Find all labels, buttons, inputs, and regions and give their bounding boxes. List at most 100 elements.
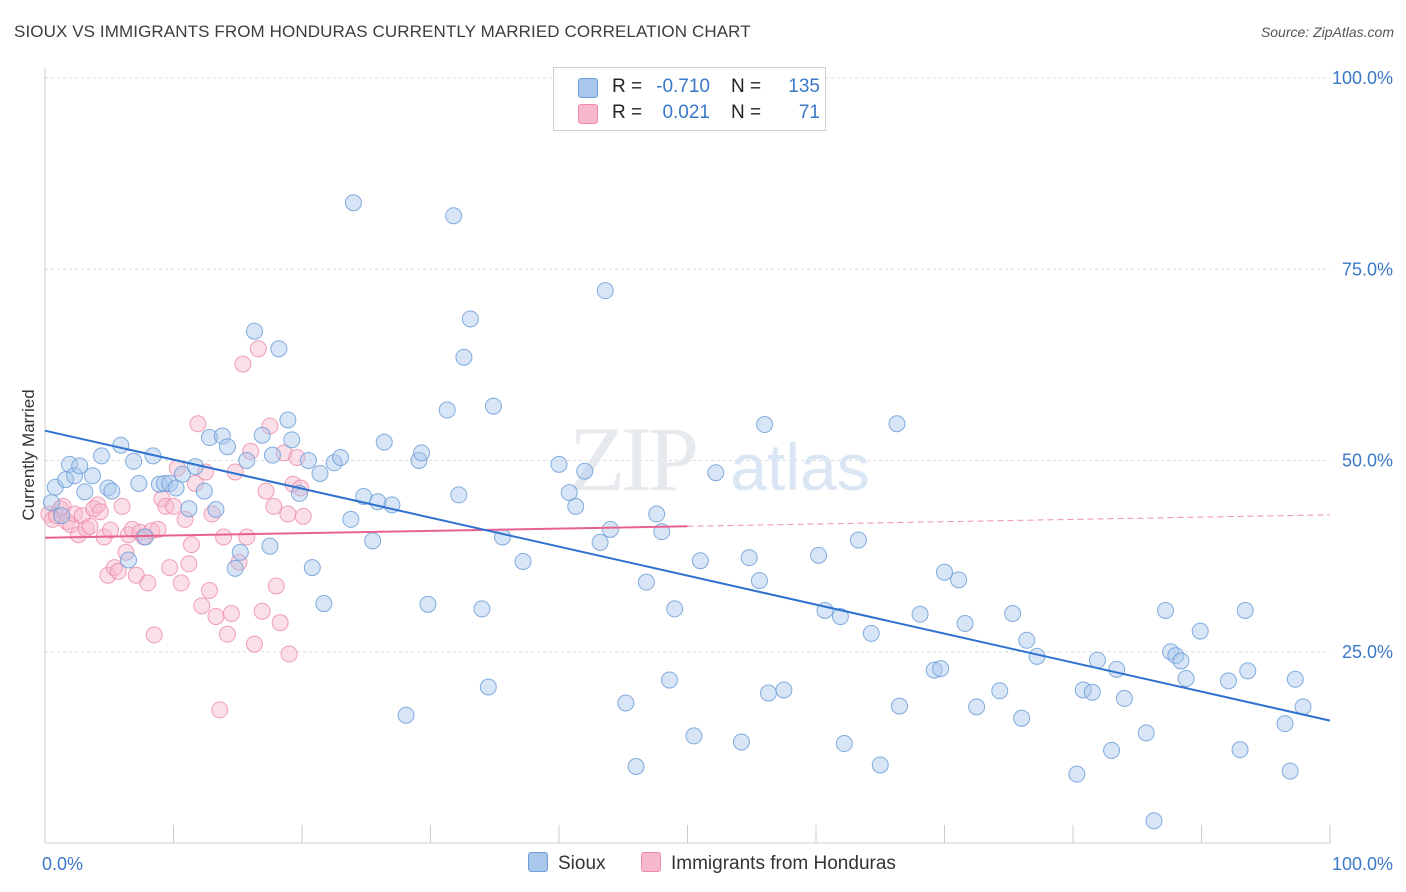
stats-legend: R = -0.710 N = 135 R = 0.021 N = 71: [553, 67, 826, 131]
sioux-point: [911, 605, 929, 623]
sioux-point: [303, 559, 321, 577]
honduras-point: [257, 482, 275, 500]
honduras-trendline-extension: [687, 514, 1331, 527]
sioux-point: [1239, 662, 1257, 680]
n-value: 135: [788, 76, 820, 97]
sioux-point: [1068, 765, 1086, 783]
sioux-point: [968, 698, 986, 716]
honduras-point: [207, 608, 225, 626]
sioux-point: [445, 207, 463, 225]
sioux-point: [130, 474, 148, 492]
honduras-point: [211, 701, 229, 719]
sioux-point: [71, 457, 89, 475]
sioux-point: [397, 706, 415, 724]
sioux-point: [835, 735, 853, 753]
honduras-point: [91, 503, 109, 521]
sioux-point: [207, 500, 225, 518]
sioux-point: [42, 494, 60, 512]
sioux-point: [1167, 647, 1185, 665]
sioux-point: [279, 411, 297, 429]
sioux-point: [270, 340, 288, 358]
honduras-point: [200, 582, 218, 600]
honduras-point: [279, 505, 297, 523]
sioux-point: [342, 510, 360, 528]
sioux-point: [707, 464, 725, 482]
sioux-point: [1281, 762, 1299, 780]
sioux-point: [120, 551, 138, 569]
sioux-point: [438, 401, 456, 419]
honduras-legend-label: Immigrants from Honduras: [671, 853, 896, 874]
sioux-point: [413, 444, 431, 462]
sioux-point: [1004, 605, 1022, 622]
honduras-point: [113, 497, 131, 515]
sioux-point: [1018, 631, 1036, 649]
sioux-point: [461, 310, 479, 328]
honduras-point: [242, 442, 260, 460]
sioux-point: [666, 600, 684, 618]
sioux-point: [759, 684, 777, 702]
sioux-point: [103, 482, 121, 500]
honduras-point: [182, 536, 200, 554]
sioux-point: [112, 436, 130, 454]
honduras-point: [149, 520, 167, 538]
sioux-point: [1137, 724, 1155, 742]
sioux-point: [810, 546, 828, 564]
chart-title: SIOUX VS IMMIGRANTS FROM HONDURAS CURREN…: [14, 22, 751, 41]
sioux-point: [1276, 715, 1294, 733]
sioux-point: [891, 697, 909, 715]
watermark-atlas: atlas: [730, 430, 869, 504]
sioux-point: [576, 462, 594, 480]
sioux-point: [332, 448, 350, 466]
sioux-point: [238, 452, 256, 469]
y-tick-label: 50.0%: [1342, 451, 1393, 471]
x-tick-label: 100.0%: [1332, 854, 1393, 874]
honduras-point: [176, 510, 194, 528]
sioux-point: [925, 661, 943, 679]
sioux-point: [591, 533, 609, 551]
sioux-point: [375, 433, 393, 451]
sioux-point: [344, 194, 362, 212]
sioux-point: [1286, 670, 1304, 688]
y-tick-label: 100.0%: [1332, 68, 1393, 88]
honduras-point: [238, 528, 256, 546]
r-label: R =: [612, 76, 643, 97]
sioux-point: [627, 758, 645, 775]
honduras-point: [222, 605, 240, 622]
sioux-point: [936, 563, 953, 581]
sioux-point: [1013, 709, 1031, 727]
n-value: 71: [798, 102, 820, 123]
sioux-swatch: [578, 78, 598, 98]
sioux-point: [617, 694, 635, 712]
sioux-point: [932, 660, 950, 678]
honduras-point: [165, 497, 182, 515]
sioux-point: [1083, 683, 1101, 701]
honduras-point: [193, 597, 211, 615]
n-label: N =: [731, 102, 762, 123]
sioux-point: [419, 595, 437, 613]
honduras-point: [249, 340, 267, 358]
sioux-point: [740, 549, 758, 567]
sioux-point: [180, 500, 198, 518]
sioux-point: [484, 397, 502, 415]
r-value: -0.710: [656, 76, 710, 97]
sioux-point: [1157, 601, 1175, 619]
sioux-point: [261, 537, 279, 555]
sioux-point: [648, 505, 666, 523]
honduras-point: [89, 496, 107, 514]
honduras-point: [145, 626, 163, 644]
sioux-point: [1108, 660, 1126, 678]
sioux-point: [195, 482, 213, 500]
sioux-legend-label: Sioux: [558, 853, 606, 874]
sioux-point: [218, 438, 236, 456]
sioux-point: [245, 322, 263, 340]
y-tick-label: 25.0%: [1342, 642, 1393, 662]
sioux-point: [685, 727, 703, 745]
honduras-point: [267, 577, 285, 595]
sioux-point: [66, 467, 84, 485]
sioux-point: [849, 531, 867, 549]
sioux-point: [862, 624, 880, 642]
sioux-point: [637, 573, 655, 591]
sioux-point: [560, 484, 578, 502]
sioux-point: [93, 447, 111, 465]
sioux-point: [1219, 672, 1237, 690]
